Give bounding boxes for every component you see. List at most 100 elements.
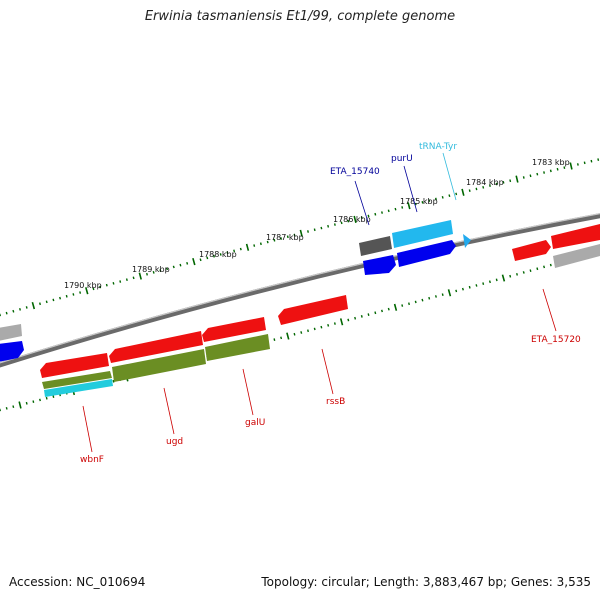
scale-tick-minor (273, 238, 276, 242)
scale-tick-minor (186, 261, 189, 265)
scale-tick-minor (313, 327, 316, 331)
feature-cds-galu (202, 317, 266, 342)
scale-tick-minor (509, 179, 512, 183)
feature-misc-eta15720 (553, 244, 600, 268)
scale-tick-minor (327, 323, 330, 327)
scale-tick-minor (112, 282, 115, 285)
scale-tick-minor (280, 336, 283, 340)
feature-track-reverse (40, 295, 348, 397)
scale-tick-minor (509, 274, 512, 278)
feature-gene-puru (397, 240, 456, 267)
scale-tick-minor (549, 169, 552, 173)
gene-label-eta15720: ETA_15720 (531, 335, 581, 345)
accession-label: Accession: NC_010694 (9, 575, 146, 589)
feature-trna-pura (392, 220, 453, 248)
scale-tick-major (286, 332, 290, 340)
scale-tick-minor (448, 194, 451, 197)
scale-tick-minor (468, 189, 471, 192)
feature-cds-eta15720-b (551, 224, 600, 249)
scale-tick-minor (313, 228, 316, 232)
scale-tick-major (18, 401, 22, 409)
scale-tick-minor (12, 405, 15, 408)
scale-tick-minor (320, 325, 323, 329)
scale-tick-minor (132, 276, 135, 280)
gene-label-rssb: rssB (326, 397, 345, 407)
scale-tick-minor (52, 395, 55, 398)
scale-tick-minor (414, 202, 417, 206)
genome-backbone (0, 213, 600, 368)
scale-tick-minor (219, 253, 222, 256)
scale-tick-minor (340, 221, 343, 225)
gene-label-ugd: ugd (166, 437, 183, 447)
scale-tick-minor (367, 313, 370, 316)
scale-tick-minor (347, 318, 350, 322)
gene-label-eta15740: ETA_15740 (330, 167, 380, 177)
scale-tick-minor (293, 332, 296, 336)
gene-label-wbnf: wbnF (80, 455, 104, 465)
scale-tick-minor (387, 307, 390, 311)
scale-tick-minor (495, 278, 498, 282)
scale-tick-minor (259, 242, 262, 246)
scale-tick-minor (32, 400, 35, 403)
scale-tick-major (85, 287, 89, 295)
scale-tick-minor (213, 254, 215, 258)
feature-cds-eta15720-a (512, 240, 551, 261)
scale-tick-minor (293, 233, 296, 237)
scale-tick-minor (300, 331, 303, 334)
scale-tick-minor (489, 184, 491, 187)
scale-tick-minor (516, 273, 518, 276)
scale-tick-minor (125, 278, 128, 281)
feature-misc-left-edge (0, 324, 22, 341)
scale-tick-minor (455, 192, 458, 196)
scale-tick-minor (65, 294, 68, 298)
scale-tick-minor (273, 338, 276, 341)
scale-tick-minor (502, 181, 505, 184)
scale-tick-minor (280, 237, 283, 240)
scale-tick-major (447, 289, 452, 297)
scale-tick-minor (495, 182, 498, 186)
scale-tick-minor (434, 295, 437, 298)
scale-tick-major (501, 274, 506, 282)
scale-tick-minor (320, 226, 323, 230)
scale-tick-minor (529, 269, 532, 272)
scale-tick-major (515, 175, 519, 183)
scale-tick-major (245, 243, 250, 251)
scale-tick-minor (354, 316, 357, 320)
scale-tick-minor (428, 199, 431, 202)
scale-tick-minor (394, 207, 397, 211)
scale-tick-minor (597, 158, 600, 161)
scale-tick-minor (179, 263, 182, 267)
scale-tick-minor (307, 329, 309, 333)
scale-tick-minor (166, 267, 169, 271)
scale-tick-minor (381, 309, 383, 313)
feature-cds-wbnf (40, 353, 109, 378)
scale-tick-minor (583, 161, 586, 165)
scale-tick-minor (266, 240, 269, 244)
scale-tick-minor (112, 379, 115, 383)
scale-tick-minor (333, 223, 336, 226)
scale-tick-minor (159, 269, 162, 272)
feature-rna-galu (205, 334, 270, 361)
scale-tick-minor (374, 212, 377, 216)
scale-tick-minor (25, 401, 28, 405)
scale-label-1785: 1785 kbp (400, 197, 438, 206)
scale-tick-minor (549, 263, 552, 267)
gene-label-galu: galU (245, 418, 265, 428)
feature-misc-eta15740 (359, 236, 392, 256)
scale-tick-minor (536, 172, 539, 176)
scale-tick-major (569, 162, 573, 170)
scale-label-1789: 1789 kbp (132, 265, 170, 274)
scale-tick-minor (441, 293, 444, 296)
scale-tick-minor (5, 311, 8, 315)
scale-tick-minor (25, 306, 28, 309)
scale-tick-minor (563, 166, 566, 169)
scale-tick-major (461, 188, 465, 196)
scale-tick-minor (226, 251, 229, 254)
genome-summary: Topology: circular; Length: 3,883,467 bp… (261, 575, 591, 589)
feature-track-forward (0, 220, 600, 362)
scale-ring-outer (0, 158, 600, 317)
scale-tick-minor (45, 396, 48, 400)
scale-tick-minor (441, 196, 444, 199)
scale-tick-minor (19, 308, 21, 311)
scale-tick-minor (536, 267, 539, 271)
